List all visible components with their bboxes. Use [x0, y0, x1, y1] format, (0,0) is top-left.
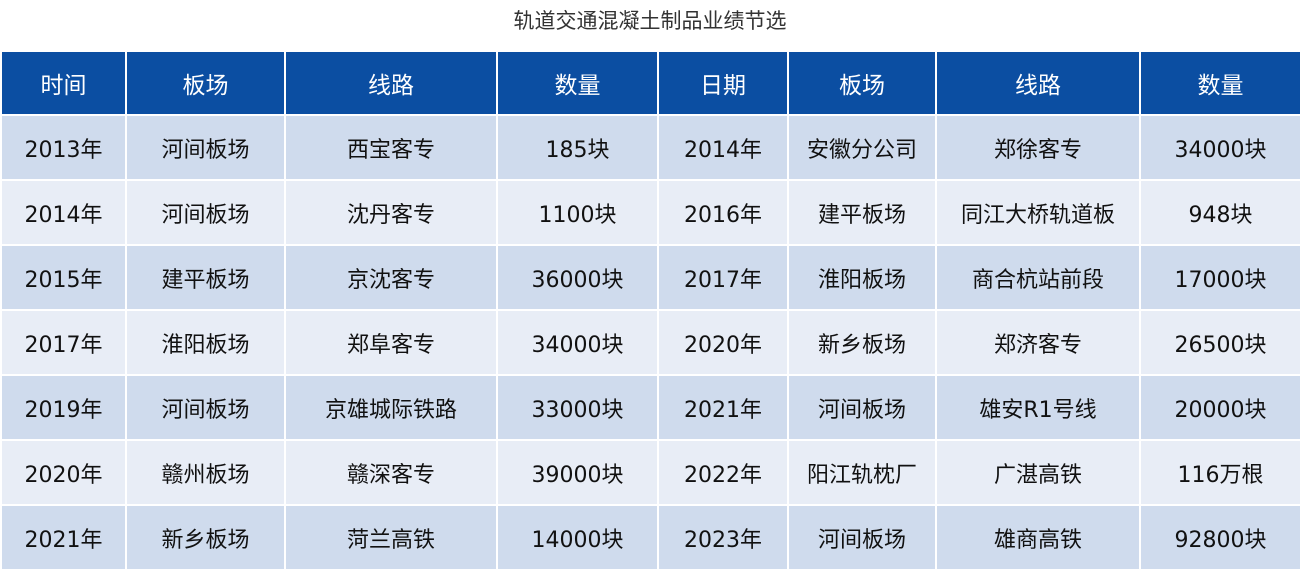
table-cell: 2017年	[657, 244, 789, 311]
table-cell: 安徽分公司	[787, 114, 937, 181]
table-cell: 赣深客专	[284, 439, 498, 506]
table-cell: 2022年	[657, 439, 789, 506]
table-cell: 河间板场	[125, 374, 286, 441]
table-cell: 2020年	[657, 309, 789, 376]
table-cell: 2021年	[0, 504, 127, 571]
performance-table: 时间 板场 线路 数量 日期 板场 线路 数量 2013年 河间板场 西宝客专 185块 2014年安…	[0, 50, 1300, 571]
table-row: 2015年 建平板场 京沈客专 36000块 2017年 淮阳板场 商合杭站前段 17000块	[0, 244, 1300, 311]
table-row: 2021年 新乡板场 菏兰高铁 14000块 2023年 河间板场 雄商高铁 92800块	[0, 504, 1300, 571]
table-cell: 京雄城际铁路	[284, 374, 498, 441]
table-cell: 河间板场	[125, 179, 286, 246]
table-cell: 河间板场	[787, 504, 937, 571]
table-cell: 2016年	[657, 179, 789, 246]
table-cell: 2023年	[657, 504, 789, 571]
header-row: 时间 板场 线路 数量 日期 板场 线路 数量	[0, 50, 1300, 116]
column-header: 数量	[1139, 50, 1300, 116]
table-cell: 2017年	[0, 309, 127, 376]
table-cell: 商合杭站前段	[935, 244, 1141, 311]
table-cell: 阳江轨枕厂	[787, 439, 937, 506]
table-cell: 26500块	[1139, 309, 1300, 376]
table-cell: 36000块	[496, 244, 659, 311]
table-cell: 92800块	[1139, 504, 1300, 571]
table-cell: 郑济客专	[935, 309, 1141, 376]
table-cell: 广湛高铁	[935, 439, 1141, 506]
column-header: 板场	[787, 50, 937, 116]
table-cell: 西宝客专	[284, 114, 498, 181]
table-cell: 2019年	[0, 374, 127, 441]
table-cell: 同江大桥轨道板	[935, 179, 1141, 246]
table-cell: 淮阳板场	[787, 244, 937, 311]
table-row: 2017年 淮阳板场 郑阜客专 34000块 2020年 新乡板场 郑济客专 26500块	[0, 309, 1300, 376]
table-cell: 14000块	[496, 504, 659, 571]
table-row: 2019年 河间板场 京雄城际铁路 33000块 2021年 河间板场 雄安R1号线 2000…	[0, 374, 1300, 441]
table-cell: 2015年	[0, 244, 127, 311]
table-cell: 948块	[1139, 179, 1300, 246]
table-cell: 185块	[496, 114, 659, 181]
table-cell: 雄安R1号线	[935, 374, 1141, 441]
table-cell: 1100块	[496, 179, 659, 246]
table-cell: 116万根	[1139, 439, 1300, 506]
column-header: 时间	[0, 50, 127, 116]
table-cell: 建平板场	[125, 244, 286, 311]
table-cell: 赣州板场	[125, 439, 286, 506]
table-cell: 京沈客专	[284, 244, 498, 311]
table-cell: 建平板场	[787, 179, 937, 246]
table-cell: 新乡板场	[125, 504, 286, 571]
table-cell: 2014年	[0, 179, 127, 246]
table-cell: 菏兰高铁	[284, 504, 498, 571]
table-cell: 34000块	[1139, 114, 1300, 181]
table-cell: 34000块	[496, 309, 659, 376]
table-cell: 33000块	[496, 374, 659, 441]
table-cell: 郑阜客专	[284, 309, 498, 376]
table-title: 轨道交通混凝土制品业绩节选	[513, 9, 787, 33]
table-cell: 新乡板场	[787, 309, 937, 376]
table-cell: 淮阳板场	[125, 309, 286, 376]
column-header: 线路	[284, 50, 498, 116]
table-cell: 17000块	[1139, 244, 1300, 311]
column-header: 日期	[657, 50, 789, 116]
table-cell: 郑徐客专	[935, 114, 1141, 181]
table-cell: 2021年	[657, 374, 789, 441]
table-cell: 39000块	[496, 439, 659, 506]
table-cell: 雄商高铁	[935, 504, 1141, 571]
table-cell: 20000块	[1139, 374, 1300, 441]
column-header: 板场	[125, 50, 286, 116]
table-cell: 河间板场	[787, 374, 937, 441]
table-row: 2014年 河间板场 沈丹客专 1100块 2016年 建平板场 同江大桥轨道板 948块	[0, 179, 1300, 246]
table-cell: 2014年	[657, 114, 789, 181]
table-cell: 沈丹客专	[284, 179, 498, 246]
table-row: 2020年 赣州板场 赣深客专 39000块 2022年 阳江轨枕厂 广湛高铁 116万根	[0, 439, 1300, 506]
column-header: 线路	[935, 50, 1141, 116]
table-cell: 河间板场	[125, 114, 286, 181]
table-cell: 2020年	[0, 439, 127, 506]
table-row: 2013年 河间板场 西宝客专 185块 2014年 安徽分公司 郑徐客专 34000块	[0, 114, 1300, 181]
column-header: 数量	[496, 50, 659, 116]
table-cell: 2013年	[0, 114, 127, 181]
